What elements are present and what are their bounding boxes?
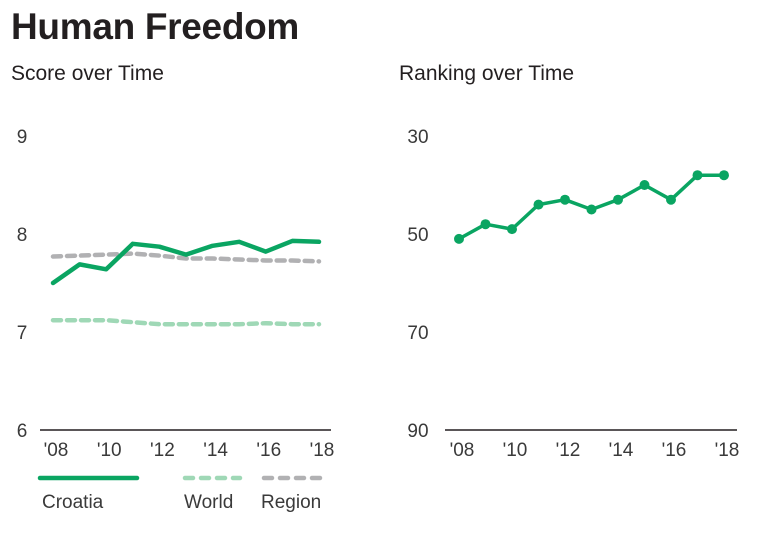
score-series-croatia-line: [50, 238, 322, 286]
rank-series-croatia-point: [666, 194, 676, 205]
rank-y-tick-label: 90: [407, 421, 428, 442]
rank-x-tick-label: '18: [715, 440, 740, 461]
rank-series-croatia-point: [507, 224, 517, 235]
rank-series-croatia-point: [639, 180, 650, 190]
score-y-tick-label: 8: [17, 225, 28, 246]
rank-series-croatia-point: [533, 199, 544, 210]
rank-series-croatia-point: [719, 170, 729, 181]
score-y-tick-label: 6: [17, 421, 28, 442]
ranking-chart: 30 50 70 90 '08 '10 '12 '14 '16 '18: [407, 127, 739, 461]
legend: Croatia World Region: [37, 475, 325, 513]
score-x-tick-label: '16: [256, 440, 281, 461]
score-x-tick-label: '18: [310, 440, 335, 461]
score-series-region-line: [50, 251, 322, 264]
rank-series-croatia-point: [480, 219, 491, 230]
rank-series-croatia-point: [613, 194, 623, 205]
legend-label-region: Region: [261, 492, 321, 513]
rank-y-tick-label: 30: [407, 127, 428, 148]
legend-label-world: World: [184, 492, 233, 513]
rank-x-tick-label: '16: [662, 440, 687, 461]
rank-y-tick-label: 70: [407, 323, 428, 344]
score-x-tick-label: '12: [150, 440, 175, 461]
score-x-tick-label: '10: [97, 440, 122, 461]
rank-y-tick-label: 50: [407, 225, 428, 246]
score-chart-title: Score over Time: [11, 62, 164, 85]
score-chart: 9 8 7 6 '08 '10 '12 '14 '16 '18: [17, 127, 335, 461]
rank-series-croatia-point: [560, 194, 570, 205]
score-y-tick-label: 7: [17, 323, 28, 344]
score-y-tick-label: 9: [17, 127, 28, 148]
score-x-tick-label: '08: [44, 440, 69, 461]
rank-x-tick-label: '10: [503, 440, 528, 461]
rank-x-tick-label: '12: [556, 440, 581, 461]
score-series-world-line: [50, 317, 322, 327]
rank-series-croatia-point: [586, 204, 597, 215]
legend-label-croatia: Croatia: [42, 492, 104, 513]
rank-series-croatia-point: [692, 170, 703, 181]
page-title: Human Freedom: [11, 6, 300, 47]
score-x-tick-label: '14: [203, 440, 228, 461]
rank-series-croatia-point: [454, 233, 464, 244]
rank-x-tick-label: '08: [450, 440, 475, 461]
ranking-chart-title: Ranking over Time: [399, 62, 575, 85]
rank-x-tick-label: '14: [609, 440, 634, 461]
